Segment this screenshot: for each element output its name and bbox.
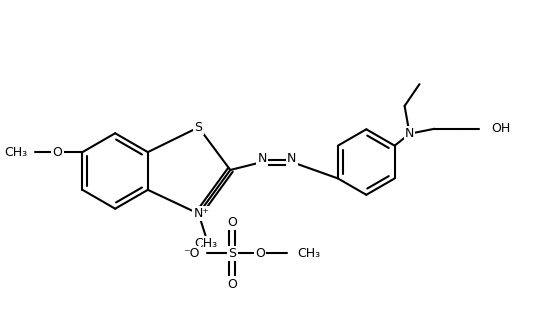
Text: S: S [228, 247, 236, 260]
Text: O: O [53, 145, 63, 159]
Text: O: O [227, 278, 237, 291]
Text: N: N [405, 127, 414, 140]
Text: N⁺: N⁺ [193, 207, 210, 220]
Text: S: S [195, 121, 203, 134]
Text: O: O [227, 216, 237, 229]
Text: N: N [287, 152, 296, 165]
Text: O: O [255, 247, 265, 260]
Text: N: N [257, 152, 267, 165]
Text: CH₃: CH₃ [194, 237, 217, 250]
Text: CH₃: CH₃ [4, 145, 27, 159]
Text: CH₃: CH₃ [297, 247, 320, 260]
Text: OH: OH [491, 122, 510, 135]
Text: ⁻O: ⁻O [183, 247, 199, 260]
